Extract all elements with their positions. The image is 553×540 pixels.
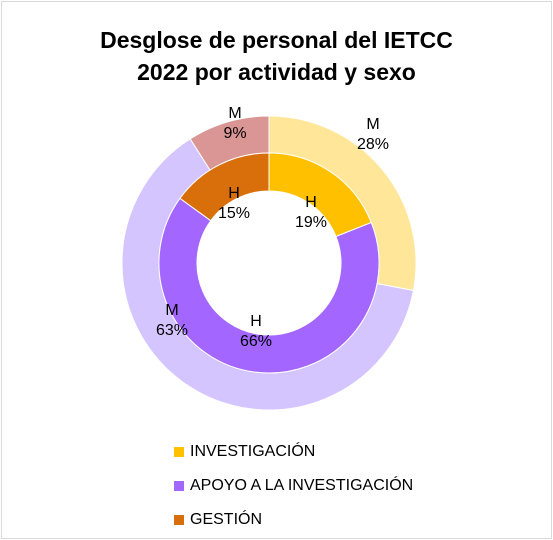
chart-title-line-1: Desglose de personal del IETCC [100, 27, 453, 53]
inner-slice-gestion-sex-label: H [228, 185, 240, 202]
outer-slice-investigacion-sex-label: M [366, 116, 379, 133]
outer-slice-gestion-value-label: 9% [223, 125, 246, 142]
legend-item-apoyo: APOYO A LA INVESTIGACIÓN [174, 469, 413, 503]
chart-title: Desglose de personal del IETCC 2022 por … [2, 24, 551, 88]
inner-slice-apoyo-sex-label: H [250, 313, 262, 330]
legend: INVESTIGACIÓN APOYO A LA INVESTIGACIÓN G… [174, 435, 413, 537]
inner-ring [158, 152, 380, 374]
legend-swatch-apoyo [174, 481, 184, 491]
legend-swatch-investigacion [174, 447, 184, 457]
inner-slice-apoyo-value-label: 66% [240, 333, 272, 350]
legend-item-investigacion: INVESTIGACIÓN [174, 435, 413, 469]
legend-swatch-gestion [174, 515, 184, 525]
chart-title-line-2: 2022 por actividad y sexo [137, 59, 416, 85]
legend-label-apoyo: APOYO A LA INVESTIGACIÓN [190, 477, 414, 494]
outer-slice-apoyo-sex-label: M [165, 302, 178, 319]
inner-slice-investigacion-value-label: 19% [295, 214, 327, 231]
inner-slice-gestion-value-label: 15% [218, 205, 250, 222]
inner-slice-investigacion-sex-label: H [305, 194, 317, 211]
outer-slice-apoyo-value-label: 63% [156, 322, 188, 339]
outer-slice-investigacion-value-label: 28% [357, 136, 389, 153]
legend-label-investigacion: INVESTIGACIÓN [190, 443, 316, 460]
legend-label-gestion: GESTIÓN [190, 511, 263, 528]
slice-labels: H 19% H 66% H 15% M 28% M 63% M 9% [156, 105, 389, 350]
inner-slice-apoyo [158, 197, 380, 374]
outer-slice-gestion-sex-label: M [228, 105, 241, 122]
legend-item-gestion: GESTIÓN [174, 503, 413, 537]
outer-ring [121, 115, 417, 411]
inner-slice-gestion [179, 152, 270, 222]
